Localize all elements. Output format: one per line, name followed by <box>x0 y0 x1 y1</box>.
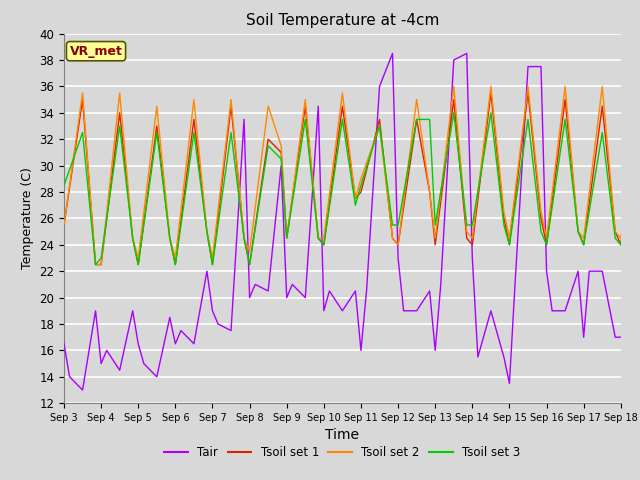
Legend: Tair, Tsoil set 1, Tsoil set 2, Tsoil set 3: Tair, Tsoil set 1, Tsoil set 2, Tsoil se… <box>159 442 525 464</box>
Text: VR_met: VR_met <box>70 45 122 58</box>
Title: Soil Temperature at -4cm: Soil Temperature at -4cm <box>246 13 439 28</box>
Y-axis label: Temperature (C): Temperature (C) <box>20 168 34 269</box>
X-axis label: Time: Time <box>325 429 360 443</box>
